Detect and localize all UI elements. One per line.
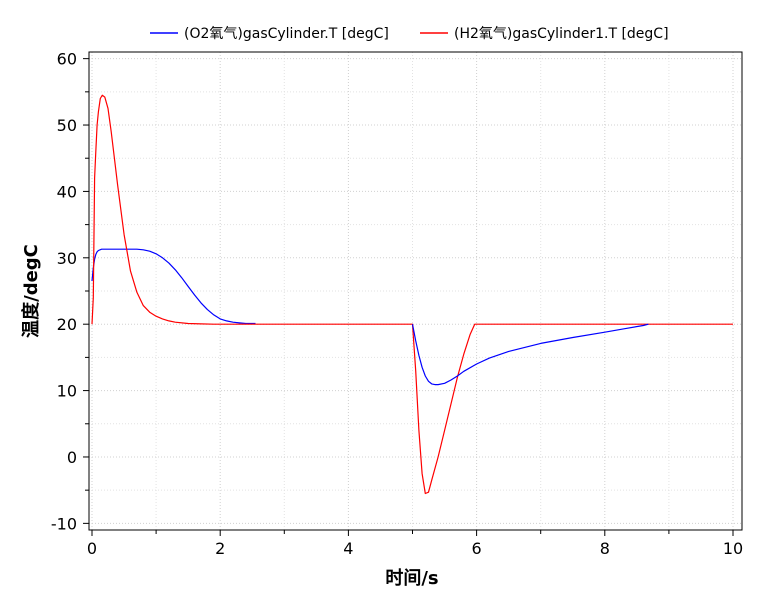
y-tick-label: 0 <box>67 448 77 467</box>
x-tick-label: 4 <box>343 539 353 558</box>
x-tick-label: 8 <box>600 539 610 558</box>
series-layer <box>91 94 733 495</box>
legend-label: (O2氧气)gasCylinder.T [degC] <box>184 26 389 42</box>
x-tick-label: 0 <box>87 539 97 558</box>
series-line-0 <box>91 248 256 325</box>
x-tick-label: 10 <box>723 539 743 558</box>
y-tick-label: 30 <box>57 249 77 268</box>
legend-label: (H2氧气)gasCylinder1.T [degC] <box>454 26 669 42</box>
series-line-1 <box>91 94 733 495</box>
y-tick-label: 20 <box>57 315 77 334</box>
y-tick-label: 10 <box>57 382 77 401</box>
x-tick-label: 2 <box>215 539 225 558</box>
x-tick-label: 6 <box>472 539 482 558</box>
y-tick-label: 40 <box>57 182 77 201</box>
y-tick-label: -10 <box>51 514 77 533</box>
legend: (O2氧气)gasCylinder.T [degC] (H2氧气)gasCylin… <box>150 26 669 42</box>
y-tick-label: 60 <box>57 50 77 69</box>
tick-layer: 0 2 4 6 8 10 -10 0 10 20 30 40 50 60 <box>51 50 743 558</box>
y-axis-title: 温度/degC <box>20 244 42 338</box>
series-line-2 <box>411 323 649 386</box>
y-tick-label: 50 <box>57 116 77 135</box>
grid-layer <box>89 52 742 530</box>
x-axis-title: 时间/s <box>385 568 438 589</box>
